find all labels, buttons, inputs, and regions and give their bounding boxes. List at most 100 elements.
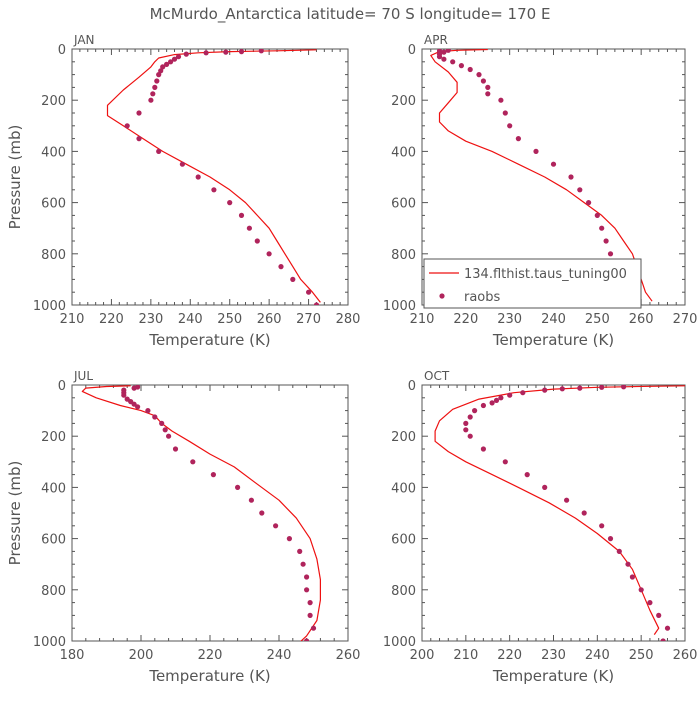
y-tick-label: 600	[391, 197, 416, 212]
obs-point	[480, 446, 486, 452]
obs-point	[290, 276, 296, 282]
x-tick-label: 230	[541, 648, 566, 663]
obs-point	[152, 84, 158, 90]
obs-point	[493, 397, 500, 403]
x-tick-label: 200	[129, 648, 154, 663]
plot-area	[434, 385, 685, 641]
obs-point	[568, 174, 574, 180]
y-tick-label: 600	[41, 197, 66, 212]
x-tick-label: 180	[60, 648, 85, 663]
obs-point	[175, 54, 182, 60]
x-tick-label: 280	[336, 312, 361, 327]
x-axis-label: Temperature (K)	[492, 667, 614, 685]
plot-area	[106, 49, 321, 305]
obs-point	[656, 612, 662, 619]
y-tick-label: 400	[41, 481, 66, 496]
obs-point	[625, 561, 631, 567]
y-tick-label: 800	[391, 584, 416, 599]
obs-point	[156, 148, 162, 154]
obs-point	[203, 50, 209, 56]
y-axis-label: Pressure (mb)	[6, 125, 24, 230]
obs-point	[136, 136, 142, 142]
x-tick-label: 260	[673, 648, 698, 663]
obs-point	[621, 385, 627, 390]
obs-point	[476, 72, 482, 78]
obs-point	[210, 472, 216, 478]
x-tick-label: 240	[178, 312, 203, 327]
legend-box	[423, 258, 642, 309]
x-tick-label: 270	[296, 312, 321, 327]
obs-point	[467, 66, 473, 73]
x-tick-label: 210	[60, 312, 85, 327]
x-tick-label: 200	[410, 648, 435, 663]
y-tick-label: 800	[41, 584, 66, 599]
obs-point	[599, 523, 605, 529]
obs-point	[273, 523, 279, 529]
obs-point	[124, 123, 130, 129]
obs-point	[498, 97, 504, 103]
x-tick-label: 250	[585, 312, 610, 327]
obs-point	[607, 251, 614, 257]
x-tick-label: 220	[453, 312, 478, 327]
obs-point	[603, 238, 609, 244]
obs-point	[463, 420, 469, 426]
obs-point	[172, 446, 179, 452]
obs-point	[502, 459, 508, 465]
y-tick-label: 200	[41, 430, 66, 445]
y-tick-label: 400	[391, 145, 416, 160]
obs-point	[190, 459, 196, 465]
x-tick-label: 260	[257, 312, 282, 327]
y-tick-label: 200	[391, 430, 416, 445]
obs-point	[507, 392, 513, 398]
y-tick-label: 800	[41, 248, 66, 263]
obs-point	[160, 64, 166, 70]
obs-point	[254, 238, 260, 244]
obs-point	[304, 587, 310, 593]
panel-apr: 210 220 230 240 250 260 270 0 200 400 600 800 1000 AP…	[383, 33, 698, 349]
obs-point	[520, 390, 526, 396]
legend-model-label: 134.flthist.taus_tuning00	[464, 267, 627, 282]
obs-point	[445, 49, 451, 53]
obs-point	[638, 587, 644, 593]
obs-point	[307, 600, 313, 606]
obs-point	[480, 402, 486, 409]
obs-point	[559, 386, 565, 392]
obs-point	[171, 56, 178, 62]
obs-point	[135, 385, 141, 390]
obs-point	[306, 289, 312, 295]
panel-oct: 200 210 220 230 240 250 260 0 200 400 600 800 1000 OC…	[383, 369, 698, 685]
obs-point	[313, 302, 320, 305]
figure-title: McMurdo_Antarctica latitude= 70 S longit…	[150, 5, 551, 24]
obs-point	[310, 625, 317, 631]
obs-point	[145, 408, 151, 414]
obs-point	[300, 561, 306, 567]
y-tick-label: 200	[41, 94, 66, 109]
obs-point	[227, 200, 233, 206]
obs-point	[533, 148, 539, 154]
obs-point	[542, 484, 548, 490]
obs-point	[235, 484, 241, 490]
legend-obs-swatch	[439, 293, 445, 299]
obs-point	[599, 385, 605, 390]
obs-point	[577, 187, 583, 193]
x-tick-label: 220	[497, 648, 522, 663]
x-tick-label: 220	[99, 312, 124, 327]
panel-jan: 210 220 230 240 250 260 270 280 0 200 400 600 800 100…	[6, 33, 360, 349]
obs-point	[489, 400, 495, 406]
obs-point	[660, 638, 666, 641]
obs-point	[577, 385, 583, 391]
obs-point	[136, 110, 142, 116]
y-tick-label: 0	[408, 43, 416, 58]
obs-point	[458, 63, 464, 69]
obs-point	[164, 61, 170, 67]
y-tick-label: 0	[58, 43, 66, 58]
obs-point	[166, 433, 172, 439]
x-tick-label: 210	[410, 312, 435, 327]
panel-label: OCT	[424, 369, 450, 383]
obs-point	[154, 78, 160, 84]
model-series-line	[430, 49, 653, 302]
obs-point	[121, 387, 127, 393]
obs-point	[436, 49, 443, 54]
